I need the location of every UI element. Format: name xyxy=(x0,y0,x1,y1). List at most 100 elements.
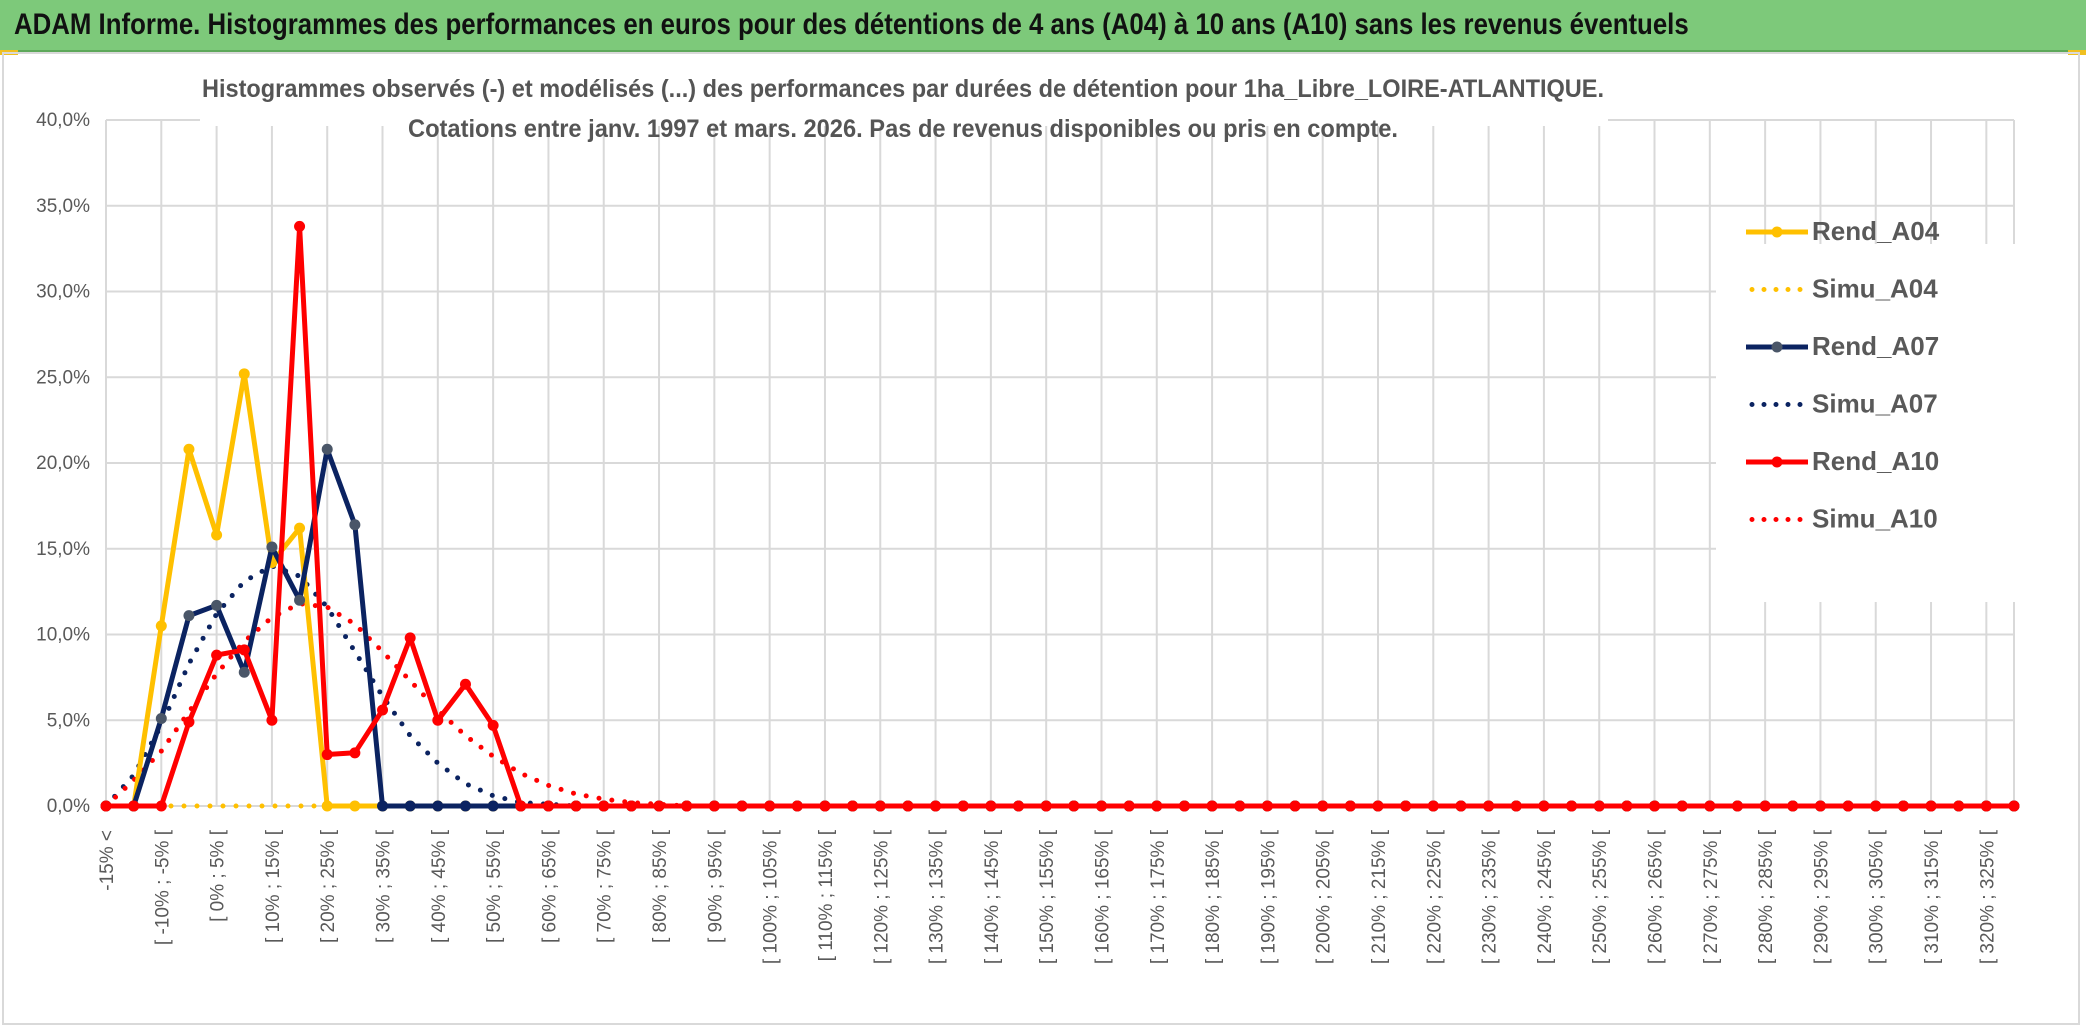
legend-marker xyxy=(1771,341,1783,353)
y-axis: 0,0% 5,0% 10,0% 15,0% 20,0% 25,0% 30,0% 35,0% 40… xyxy=(36,110,90,817)
data-point xyxy=(819,800,831,812)
data-point xyxy=(238,666,250,678)
legend-label: Rend_A04 xyxy=(1812,216,1940,246)
data-point xyxy=(1593,800,1605,812)
data-point xyxy=(1842,800,1854,812)
data-point xyxy=(1538,800,1550,812)
x-tick-label: [ 230% ; 235% [ xyxy=(1480,829,1501,964)
legend-label: Simu_A04 xyxy=(1812,274,1938,304)
data-point xyxy=(211,529,223,541)
report-banner: ADAM Informe. Histogrammes des performan… xyxy=(0,0,2086,52)
data-point xyxy=(1095,800,1107,812)
data-point xyxy=(1344,800,1356,812)
data-point xyxy=(183,610,195,622)
data-point xyxy=(321,749,333,761)
data-point xyxy=(1400,800,1412,812)
data-point xyxy=(459,800,471,812)
data-point xyxy=(100,800,112,812)
data-point xyxy=(238,368,250,380)
x-tick-label: [ 40% ; 45% [ xyxy=(429,829,450,943)
x-tick-label: -15% < xyxy=(97,830,118,891)
data-point xyxy=(1731,800,1743,812)
data-point xyxy=(1649,800,1661,812)
series-layer xyxy=(100,220,2020,812)
data-point xyxy=(1787,800,1799,812)
x-tick-label: [ 290% ; 295% [ xyxy=(1811,829,1832,964)
data-point xyxy=(542,800,554,812)
chart-subtitle: Cotations entre janv. 1997 et mars. 2026… xyxy=(408,115,1398,143)
x-tick-label: [ 170% ; 175% [ xyxy=(1148,829,1169,964)
legend-item-simu-a10: Simu_A10 xyxy=(1749,504,1938,534)
x-tick-label: [ 20% ; 25% [ xyxy=(318,829,339,943)
x-tick-label: [ 220% ; 225% [ xyxy=(1424,829,1445,964)
legend-label: Rend_A07 xyxy=(1812,331,1939,361)
data-point xyxy=(155,620,167,632)
x-tick-label: [ 190% ; 195% [ xyxy=(1258,829,1279,964)
x-tick-label: [ 180% ; 185% [ xyxy=(1203,829,1224,964)
x-tick-label: [ 10% ; 15% [ xyxy=(263,829,284,943)
data-point xyxy=(1759,800,1771,812)
data-point xyxy=(1151,800,1163,812)
legend-label: Simu_A07 xyxy=(1812,389,1938,419)
x-tick-label: [ 250% ; 255% [ xyxy=(1590,829,1611,964)
data-point xyxy=(1068,800,1080,812)
data-point xyxy=(1040,800,1052,812)
data-point xyxy=(1178,800,1190,812)
legend-item-simu-a04: Simu_A04 xyxy=(1749,274,1938,304)
x-tick-label: [ 140% ; 145% [ xyxy=(982,829,1003,964)
x-tick-label: [ 300% ; 305% [ xyxy=(1867,829,1888,964)
legend-marker xyxy=(1771,226,1783,238)
data-point xyxy=(847,800,859,812)
data-point xyxy=(1261,800,1273,812)
data-point xyxy=(349,747,361,759)
data-point xyxy=(211,649,223,661)
x-tick-label: [ 280% ; 285% [ xyxy=(1756,829,1777,964)
data-point xyxy=(432,800,444,812)
data-point xyxy=(1925,800,1937,812)
legend-background xyxy=(1716,244,2022,602)
legend: Rend_A04 Simu_A04 Rend_A07 Simu_A07 Rend_A10… xyxy=(1716,216,2022,602)
data-point xyxy=(1870,800,1882,812)
data-point xyxy=(377,704,389,716)
data-point xyxy=(791,800,803,812)
data-point xyxy=(294,220,306,232)
data-point xyxy=(432,714,444,726)
report-title: ADAM Informe. Histogrammes des performan… xyxy=(14,8,1689,41)
data-point xyxy=(321,800,333,812)
data-point xyxy=(1897,800,1909,812)
data-point xyxy=(874,800,886,812)
histogram-chart: Histogrammes observés (-) et modélisés (… xyxy=(36,56,2022,964)
data-point xyxy=(155,713,167,725)
x-tick-label: [ -10% ; -5% [ xyxy=(152,829,173,945)
data-point xyxy=(653,800,665,812)
data-point xyxy=(487,800,499,812)
x-tick-label: [ 30% ; 35% [ xyxy=(374,829,395,943)
data-point xyxy=(155,800,167,812)
x-tick-label: [ 60% ; 65% [ xyxy=(539,829,560,943)
data-point xyxy=(377,800,389,812)
data-point xyxy=(570,800,582,812)
data-point xyxy=(349,519,361,531)
data-point xyxy=(1123,800,1135,812)
legend-item-rend-a07: Rend_A07 xyxy=(1746,331,1939,361)
legend-label: Rend_A10 xyxy=(1812,446,1939,476)
x-axis: -15% < [ -10% ; -5% [[ 0% ; 5% [[ 10% ; 1… xyxy=(97,829,1998,964)
data-point xyxy=(930,800,942,812)
x-tick-label: [ 110% ; 115% [ xyxy=(816,829,837,961)
data-point xyxy=(1980,800,1992,812)
series-line-simu-a10 xyxy=(103,601,2017,809)
x-tick-label: [ 120% ; 125% [ xyxy=(871,829,892,964)
data-point xyxy=(1621,800,1633,812)
data-point xyxy=(183,716,195,728)
data-point xyxy=(764,800,776,812)
legend-item-rend-a10: Rend_A10 xyxy=(1746,446,1939,476)
data-point xyxy=(294,522,306,534)
legend-item-rend-a04: Rend_A04 xyxy=(1746,216,1940,246)
data-point xyxy=(985,800,997,812)
chart-frame: Histogrammes observés (-) et modélisés (… xyxy=(2,52,2080,1025)
x-tick-label: [ 310% ; 315% [ xyxy=(1922,829,1943,964)
data-point xyxy=(957,800,969,812)
data-point xyxy=(1676,800,1688,812)
y-tick-label: 15,0% xyxy=(36,539,90,560)
data-point xyxy=(1234,800,1246,812)
